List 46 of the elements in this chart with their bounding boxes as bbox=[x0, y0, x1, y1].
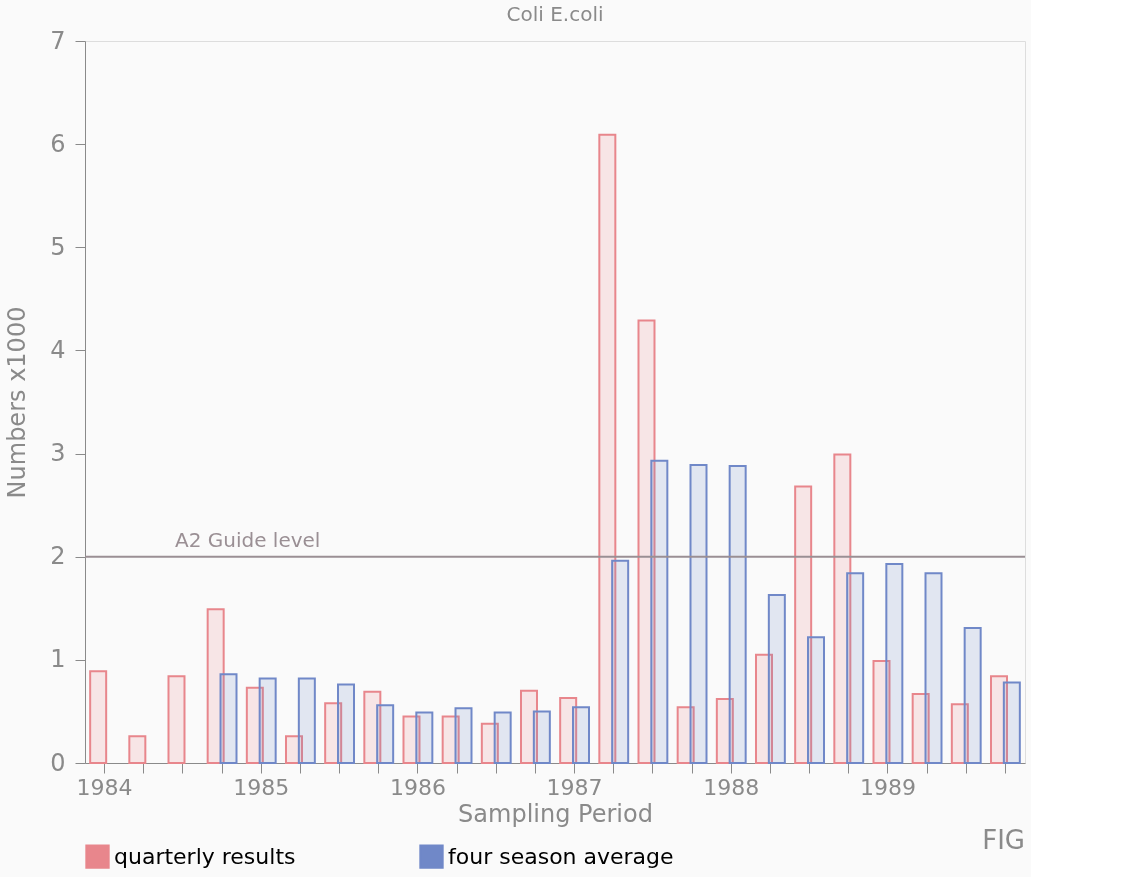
x-tick-label: 1986 bbox=[389, 774, 446, 800]
x-tick-label: 1985 bbox=[233, 774, 290, 800]
bar bbox=[297, 677, 316, 764]
bar bbox=[376, 704, 395, 764]
y-tick-label: 1 bbox=[50, 645, 66, 674]
y-tick-label: 2 bbox=[50, 542, 66, 571]
bar bbox=[728, 464, 747, 764]
bar bbox=[963, 626, 982, 764]
y-tick-label: 5 bbox=[50, 232, 66, 261]
bar bbox=[572, 706, 590, 764]
y-tick-label: 3 bbox=[50, 439, 66, 468]
bar bbox=[1002, 681, 1021, 764]
legend-label: quarterly results bbox=[114, 843, 296, 869]
y-tick-label: 0 bbox=[50, 748, 66, 777]
bar bbox=[924, 572, 943, 764]
bar bbox=[454, 707, 473, 764]
y-tick-label: 6 bbox=[50, 129, 66, 158]
bar bbox=[493, 711, 512, 764]
bar bbox=[128, 735, 147, 764]
x-axis-title: Sampling Period bbox=[458, 799, 653, 828]
bar bbox=[885, 562, 904, 764]
x-tick-label: 1984 bbox=[76, 774, 133, 800]
bar bbox=[846, 572, 865, 764]
text: FIG bbox=[982, 825, 1025, 855]
legend-label: four season average bbox=[448, 843, 674, 869]
bar bbox=[611, 559, 630, 764]
y-tick-label: 4 bbox=[50, 335, 66, 364]
bar bbox=[415, 711, 434, 764]
bar bbox=[650, 459, 669, 764]
x-tick-label: 1989 bbox=[859, 774, 916, 800]
bar bbox=[337, 683, 355, 764]
x-tick-label: 1987 bbox=[546, 774, 603, 800]
bar bbox=[598, 133, 617, 764]
y-axis-title: Numbers x1000 bbox=[3, 306, 32, 499]
bar bbox=[89, 670, 108, 764]
ref-line-label: A2 Guide level bbox=[175, 527, 321, 552]
y-tick-label: 7 bbox=[50, 26, 66, 55]
chart-title: Coli E.coli bbox=[506, 2, 604, 26]
bar bbox=[167, 675, 186, 764]
bar bbox=[767, 593, 786, 764]
bar bbox=[219, 673, 238, 764]
bar bbox=[807, 636, 825, 764]
bar bbox=[258, 677, 277, 764]
bar bbox=[689, 463, 708, 764]
x-tick-label: 1988 bbox=[703, 774, 760, 800]
bar bbox=[532, 710, 551, 764]
